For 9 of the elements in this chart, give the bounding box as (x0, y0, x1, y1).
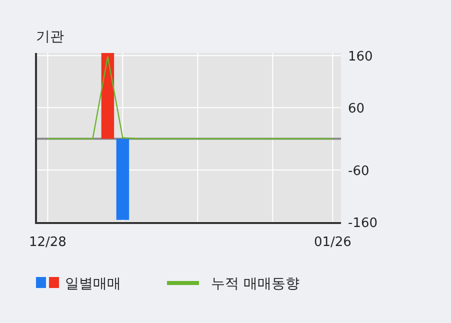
y-tick-label: -60 (348, 164, 370, 179)
y-tick-label: 160 (348, 50, 373, 65)
chart-title: 기관 (36, 29, 64, 45)
x-tick-label: 01/26 (314, 235, 352, 250)
y-tick-label: -160 (348, 216, 378, 231)
legend-label: 누적 매매동향 (211, 276, 300, 292)
y-tick-label: 60 (348, 102, 365, 117)
legend-label: 일별매매 (65, 276, 121, 292)
x-tick-label: 12/28 (28, 235, 66, 250)
